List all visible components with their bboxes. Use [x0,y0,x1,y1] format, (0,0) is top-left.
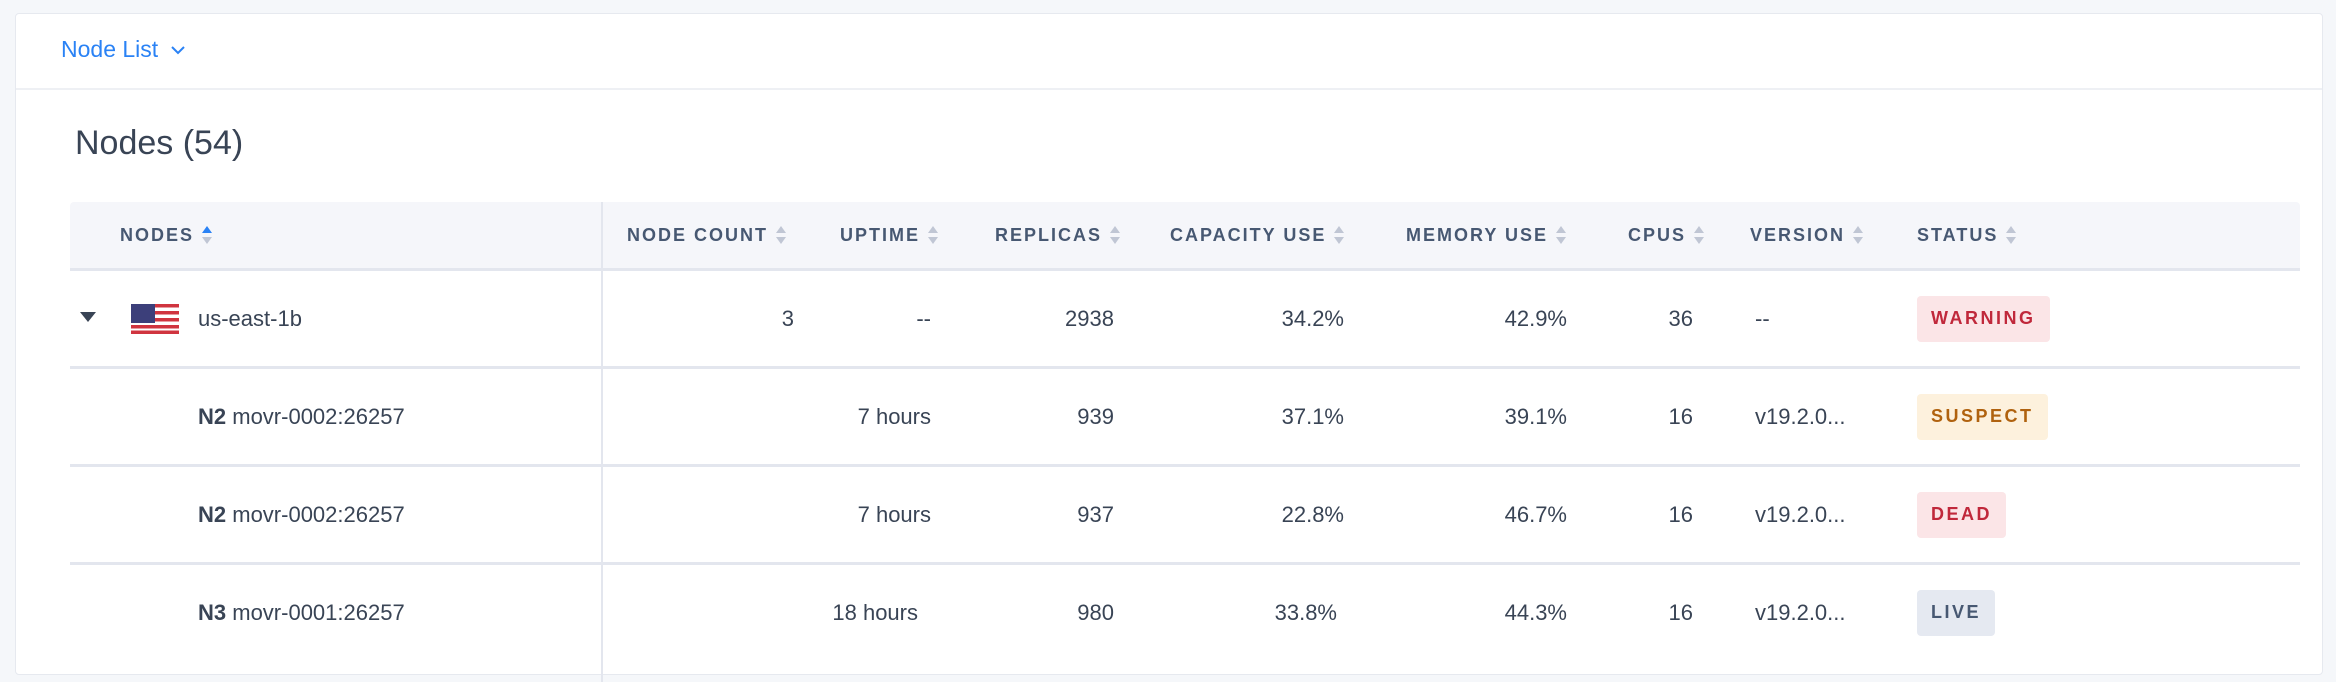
table-row-node[interactable]: N3 movr-0001:26257 18 hours 980 33.8% 44… [70,565,2300,660]
page-title: Nodes (54) [75,124,244,162]
version: v19.2.0... [1755,599,1846,625]
sort-icon [1853,225,1864,245]
status-cell: DEAD [1917,467,2007,562]
capacity-use: 33.8% [1274,599,1337,625]
column-header-replicas[interactable]: REPLICAS [995,202,1121,268]
column-header-cpus[interactable]: CPUS [1628,202,1705,268]
caret-down-icon[interactable] [80,312,96,322]
node-name[interactable]: N2 movr-0002:26257 [198,467,405,562]
column-header-version[interactable]: VERSION [1750,202,1864,268]
status-cell: SUSPECT [1917,369,2048,464]
sort-icon [1110,225,1121,245]
node-name[interactable]: N3 movr-0001:26257 [198,565,405,660]
sort-icon [1694,225,1705,245]
cpus: 16 [1668,599,1693,625]
replicas: 939 [1077,403,1114,429]
replicas: 937 [1077,501,1114,527]
column-header-memory-use[interactable]: MEMORY USE [1406,202,1567,268]
memory-use: 44.3% [1504,599,1567,625]
status-badge: DEAD [1917,491,2007,538]
node-id: N3 [198,599,227,625]
column-header-node-count[interactable]: NODE COUNT [627,202,786,268]
node-list-card: Node List Nodes (54) NODES NODE COUNT UP… [15,13,2323,682]
column-header-status[interactable]: STATUS [1917,202,2017,268]
cpus: 16 [1668,501,1693,527]
region-name: us-east-1b [198,305,302,331]
capacity-use: 37.1% [1281,403,1344,429]
sort-icon [1556,225,1567,245]
uptime: 18 hours [832,599,918,625]
version: v19.2.0... [1755,403,1846,429]
node-address: movr-0002:26257 [232,501,405,527]
table-row-region[interactable]: us-east-1b 3 -- 2938 34.2% 42.9% 36 -- W… [70,271,2300,369]
table-row-node[interactable]: N2 movr-0002:26257 7 hours 937 22.8% 46.… [70,467,2300,565]
sort-icon [1334,225,1345,245]
column-header-uptime[interactable]: UPTIME [840,202,939,268]
uptime: 7 hours [857,403,931,429]
view-selector-label: Node List [61,36,159,62]
view-selector-dropdown[interactable]: Node List [61,36,186,63]
node-address: movr-0002:26257 [232,403,405,429]
sort-icon [928,225,939,245]
replicas: 980 [1077,599,1114,625]
version: v19.2.0... [1755,501,1846,527]
column-header-nodes[interactable]: NODES [120,202,213,268]
sort-icon [776,225,786,245]
node-name[interactable]: N2 movr-0002:26257 [198,369,405,464]
status-cell: LIVE [1917,565,1996,660]
node-id: N2 [198,501,227,527]
memory-use: 39.1% [1504,403,1567,429]
column-header-capacity-use[interactable]: CAPACITY USE [1170,202,1345,268]
status-badge: WARNING [1917,295,2050,342]
status-cell: WARNING [1917,271,2050,366]
us-flag-icon [131,304,179,334]
capacity-use: 22.8% [1281,501,1344,527]
status-badge: SUSPECT [1917,393,2048,440]
memory-use: 42.9% [1504,305,1567,331]
chevron-down-icon [171,45,185,54]
sort-icon [2006,225,2017,245]
node-id: N2 [198,403,227,429]
sort-ascending-icon [202,225,213,245]
uptime: -- [916,305,931,331]
capacity-use: 34.2% [1281,305,1344,331]
table-header: NODES NODE COUNT UPTIME REPLICAS CAPACIT… [70,202,2300,271]
status-badge: LIVE [1917,589,1996,636]
node-count: 3 [781,305,794,331]
replicas: 2938 [1065,305,1114,331]
nodes-table: NODES NODE COUNT UPTIME REPLICAS CAPACIT… [70,202,2300,682]
table-row-node[interactable]: N2 movr-0002:26257 7 hours 939 37.1% 39.… [70,369,2300,467]
top-bar: Node List [16,14,2322,90]
memory-use: 46.7% [1504,501,1567,527]
version: -- [1755,305,1770,331]
cpus: 16 [1668,403,1693,429]
node-address: movr-0001:26257 [232,599,405,625]
uptime: 7 hours [857,501,931,527]
column-divider [601,202,603,682]
cpus: 36 [1668,305,1693,331]
